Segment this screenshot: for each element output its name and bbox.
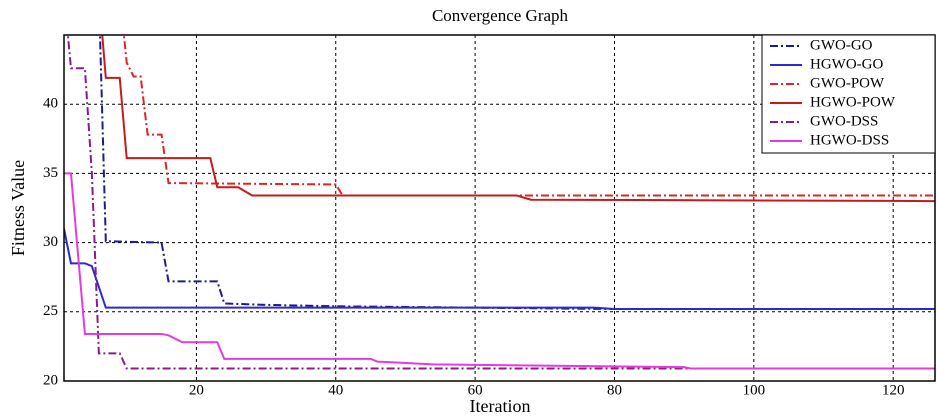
legend-label: HGWO-DSS bbox=[810, 132, 889, 148]
x-axis-label: Iteration bbox=[470, 396, 531, 416]
legend-label: HGWO-GO bbox=[810, 56, 883, 72]
x-tick-label: 40 bbox=[328, 382, 343, 398]
series-line bbox=[64, 172, 935, 370]
series-line bbox=[66, 35, 935, 370]
legend: GWO-GO HGWO-GO GWO-POW HGWO-POW GWO-DSS HGWO-… bbox=[761, 34, 936, 154]
grid: 20 25 30 35 40 20 40 60 80 100 120 bbox=[43, 35, 935, 398]
chart-title: Convergence Graph bbox=[432, 6, 569, 25]
legend-label: GWO-GO bbox=[810, 37, 873, 53]
x-tick-label: 60 bbox=[468, 382, 483, 398]
legend-label: HGWO-POW bbox=[810, 94, 896, 110]
y-axis-label: Fitness Value bbox=[8, 160, 28, 256]
x-tick-label: 120 bbox=[882, 382, 905, 398]
y-tick-label: 35 bbox=[43, 165, 58, 181]
x-tick-label: 100 bbox=[743, 382, 766, 398]
series-line bbox=[101, 35, 935, 203]
x-tick-label: 80 bbox=[607, 382, 622, 398]
legend-label: GWO-DSS bbox=[810, 113, 878, 129]
plot-frame bbox=[63, 34, 936, 382]
series-line bbox=[122, 35, 935, 197]
y-tick-label: 30 bbox=[43, 234, 58, 250]
legend-label: GWO-POW bbox=[810, 75, 885, 91]
plot-lines bbox=[64, 35, 935, 370]
x-tick-label: 20 bbox=[189, 382, 204, 398]
series-line bbox=[64, 228, 935, 311]
series-line bbox=[99, 35, 935, 311]
y-tick-label: 40 bbox=[43, 96, 58, 112]
legend-box bbox=[761, 34, 936, 154]
y-tick-label: 25 bbox=[43, 303, 58, 319]
y-tick-label: 20 bbox=[43, 372, 58, 388]
